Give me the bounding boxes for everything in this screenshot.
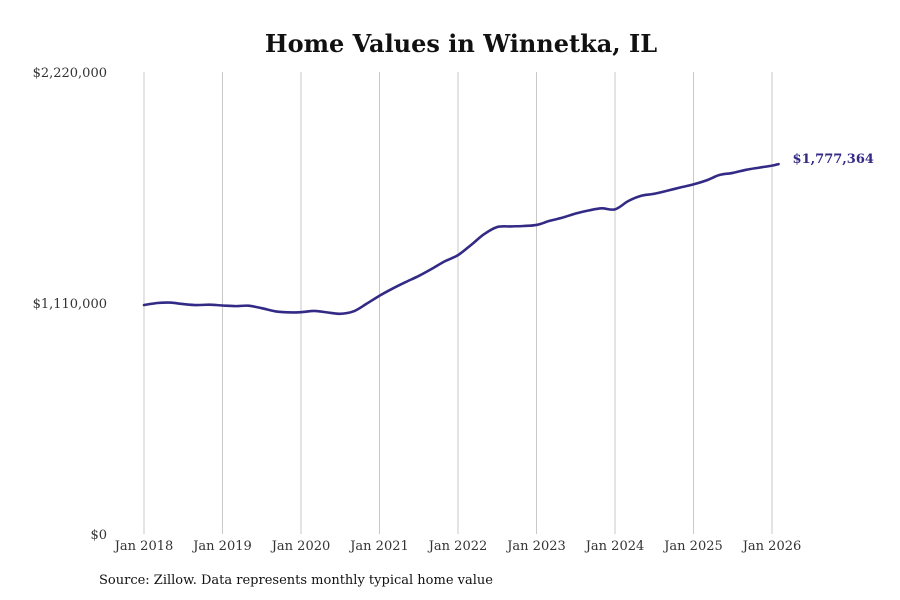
- x-tick-label: Jan 2018: [113, 539, 174, 554]
- y-tick-label: $1,110,000: [33, 297, 107, 312]
- chart-title: Home Values in Winnetka, IL: [265, 29, 657, 58]
- series-line: [142, 162, 780, 316]
- x-tick-label: Jan 2021: [348, 539, 409, 554]
- x-tick-label: Jan 2025: [662, 539, 723, 554]
- x-tick-label: Jan 2024: [584, 539, 645, 554]
- x-tick-label: Jan 2020: [270, 539, 331, 554]
- x-tick-label: Jan 2019: [191, 539, 252, 554]
- series-group: $1,777,364: [142, 152, 874, 316]
- x-tick-label: Jan 2023: [505, 539, 566, 554]
- x-tick-label: Jan 2026: [741, 539, 802, 554]
- y-tick-label: $0: [90, 528, 107, 543]
- gridlines: [143, 72, 773, 534]
- end-value-label: $1,777,364: [793, 152, 874, 167]
- x-axis-ticks: Jan 2018 Jan 2019 Jan 2020 Jan 2021 Jan 2022…: [113, 539, 802, 554]
- x-tick-label: Jan 2022: [427, 539, 488, 554]
- y-axis-ticks: $0 $1,110,000 $2,220,000: [33, 66, 107, 543]
- source-note: Source: Zillow. Data represents monthly …: [99, 573, 493, 588]
- y-tick-label: $2,220,000: [33, 66, 107, 81]
